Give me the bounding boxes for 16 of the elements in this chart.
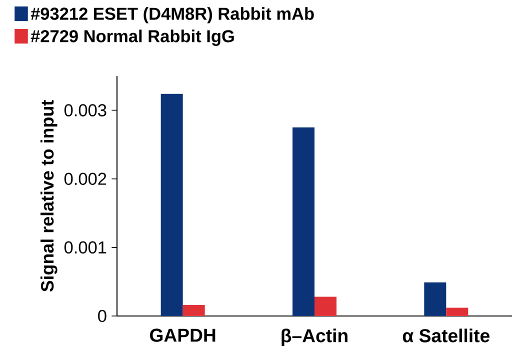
y-tick-label: 0.001 — [64, 241, 106, 254]
y-tick-label: 0.002 — [64, 172, 106, 185]
y-axis-title: Signal relative to input — [40, 100, 58, 292]
legend-label: #2729 Normal Rabbit IgG — [30, 30, 234, 46]
x-tick-label: α Satellite — [402, 328, 490, 342]
bar — [446, 308, 468, 316]
bar — [424, 282, 446, 316]
y-tick-label: 0 — [98, 310, 106, 322]
y-tick-label: 0.003 — [64, 104, 106, 116]
bar — [160, 94, 183, 316]
x-tick-label: GAPDH — [150, 328, 216, 342]
bar — [292, 127, 314, 316]
bar — [182, 305, 205, 316]
x-tick-label: β–Actin — [282, 328, 348, 346]
bar — [314, 296, 336, 316]
legend-label: #93212 ESET (D4M8R) Rabbit mAb — [30, 7, 314, 24]
